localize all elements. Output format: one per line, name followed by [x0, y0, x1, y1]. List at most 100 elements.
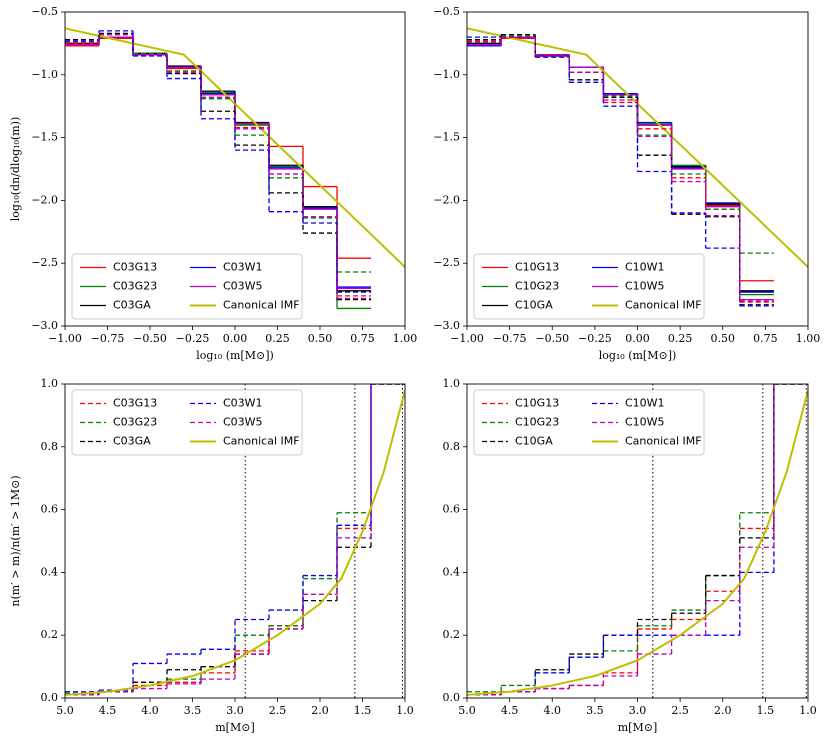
plot-area — [65, 384, 405, 698]
legend-label: C10G23 — [515, 416, 559, 429]
legend-label: Canonical IMF — [625, 435, 702, 448]
x-tick-label: −1.00 — [450, 332, 484, 345]
axes-frame — [64, 11, 406, 327]
legend: C10G13 C10G23 C10GA C10W1 C10W5 Canonical IMF — [473, 389, 705, 456]
legend-label: Canonical IMF — [223, 299, 300, 312]
x-tick-label: −0.50 — [133, 332, 167, 345]
imf-line — [65, 390, 405, 696]
legend-label: C10W1 — [625, 397, 665, 410]
legend-label: C03G13 — [113, 261, 157, 274]
x-tick-label: −1.00 — [48, 332, 82, 345]
x-tick-label: 0.50 — [308, 332, 333, 345]
legend-label: C03G23 — [113, 280, 157, 293]
legend-label: C10G23 — [515, 280, 559, 293]
x-tick-label: 0.00 — [625, 332, 650, 345]
legend-box — [71, 389, 303, 456]
x-axis-label: m[M⊙] — [215, 721, 255, 734]
x-tick-label: 1.5 — [757, 704, 775, 717]
legend-box — [473, 253, 705, 320]
x-axis-label: log₁₀ (m[M⊙]) — [196, 349, 274, 362]
legend-label: C03GA — [113, 299, 151, 312]
x-tick-label: 5.0 — [458, 704, 476, 717]
legend-label: C03W5 — [223, 280, 263, 293]
legend-label: C03W1 — [223, 397, 263, 410]
y-tick-label: 0.4 — [41, 565, 59, 578]
legend-label: C10W5 — [625, 416, 665, 429]
x-tick-label: −0.75 — [91, 332, 125, 345]
y-tick-label: −1.5 — [31, 131, 58, 144]
legend-box — [71, 253, 303, 320]
y-tick-label: 0.6 — [443, 503, 461, 516]
x-tick-label: −0.50 — [535, 332, 569, 345]
axes-frame — [64, 383, 406, 699]
axes-frame — [466, 11, 809, 327]
y-tick-label: 0.4 — [443, 565, 461, 578]
y-tick-label: 0.6 — [41, 503, 59, 516]
y-tick-label: −2.0 — [433, 193, 460, 206]
y-tick-label: −0.5 — [433, 5, 460, 18]
x-tick-label: 1.0 — [799, 704, 817, 717]
y-tick-label: −3.0 — [31, 319, 58, 332]
panel: 5.0 4.5 4.0 3.5 3.0 2.5 2.0 1.5 1.0 0.0 0.2 0.4 0.6 0… — [9, 377, 414, 734]
x-tick-label: 0.75 — [350, 332, 375, 345]
y-tick-label: 0.2 — [41, 628, 59, 641]
x-tick-label: 4.5 — [501, 704, 519, 717]
x-tick-label: 1.0 — [396, 704, 414, 717]
panel: 5.0 4.5 4.0 3.5 3.0 2.5 2.0 1.5 1.0 0.0 0.2 0.4 0.6 0… — [443, 377, 817, 734]
panel: −1.00 −0.75 −0.50 −0.25 0.00 0.25 0.50 0.75 1.00… — [433, 5, 820, 362]
legend-label: C03W5 — [223, 416, 263, 429]
x-tick-label: 3.0 — [629, 704, 647, 717]
y-tick-label: 0.0 — [41, 691, 59, 704]
y-tick-label: −1.0 — [31, 68, 58, 81]
legend-label: C10G13 — [515, 397, 559, 410]
x-tick-label: 5.0 — [56, 704, 74, 717]
panel: −1.00 −0.75 −0.50 −0.25 0.00 0.25 0.50 0.75 1.00… — [9, 5, 417, 362]
x-tick-label: 3.0 — [226, 704, 244, 717]
legend: C03G13 C03G23 C03GA C03W1 C03W5 Canonical IMF — [71, 253, 303, 320]
legend-label: C10G13 — [515, 261, 559, 274]
legend-label: C10W1 — [625, 261, 665, 274]
x-tick-label: 2.5 — [671, 704, 689, 717]
plot-area — [65, 27, 405, 310]
x-tick-label: −0.25 — [578, 332, 612, 345]
x-tick-label: 0.50 — [711, 332, 736, 345]
y-tick-label: −2.5 — [31, 256, 58, 269]
plot-area — [467, 384, 808, 698]
x-tick-label: 1.00 — [393, 332, 418, 345]
x-tick-label: 3.5 — [184, 704, 202, 717]
imf-line — [467, 27, 808, 268]
imf-line — [467, 390, 808, 696]
x-tick-label: −0.25 — [176, 332, 210, 345]
y-tick-label: −2.5 — [433, 256, 460, 269]
x-tick-label: 4.0 — [544, 704, 562, 717]
legend-label: Canonical IMF — [223, 435, 300, 448]
x-tick-label: 0.00 — [223, 332, 248, 345]
x-axis-label: m[M⊙] — [618, 721, 658, 734]
legend-label: Canonical IMF — [625, 299, 702, 312]
legend-label: C03G13 — [113, 397, 157, 410]
legend-label: C10GA — [515, 299, 553, 312]
x-tick-label: 3.5 — [586, 704, 604, 717]
legend-label: C03W1 — [223, 261, 263, 274]
axes-frame — [466, 383, 809, 699]
legend-label: C03GA — [113, 435, 151, 448]
y-axis-label: log₁₀(dn/dlog₁₀(m)) — [9, 117, 22, 221]
legend-label: C10W5 — [625, 280, 665, 293]
y-tick-label: 0.8 — [443, 440, 461, 453]
x-tick-label: 0.25 — [265, 332, 290, 345]
x-tick-label: 2.0 — [311, 704, 329, 717]
y-tick-label: −3.0 — [433, 319, 460, 332]
x-tick-label: −0.75 — [493, 332, 527, 345]
y-tick-label: 0.0 — [443, 691, 461, 704]
legend-box — [473, 389, 705, 456]
y-tick-label: 1.0 — [41, 377, 59, 390]
y-tick-label: 0.2 — [443, 628, 461, 641]
y-tick-label: −1.0 — [433, 68, 460, 81]
y-tick-label: −2.0 — [31, 193, 58, 206]
x-tick-label: 4.0 — [141, 704, 159, 717]
x-tick-label: 1.5 — [354, 704, 372, 717]
y-tick-label: 0.8 — [41, 440, 59, 453]
legend: C10G13 C10G23 C10GA C10W1 C10W5 Canonical IMF — [473, 253, 705, 320]
imf-line — [65, 27, 405, 268]
